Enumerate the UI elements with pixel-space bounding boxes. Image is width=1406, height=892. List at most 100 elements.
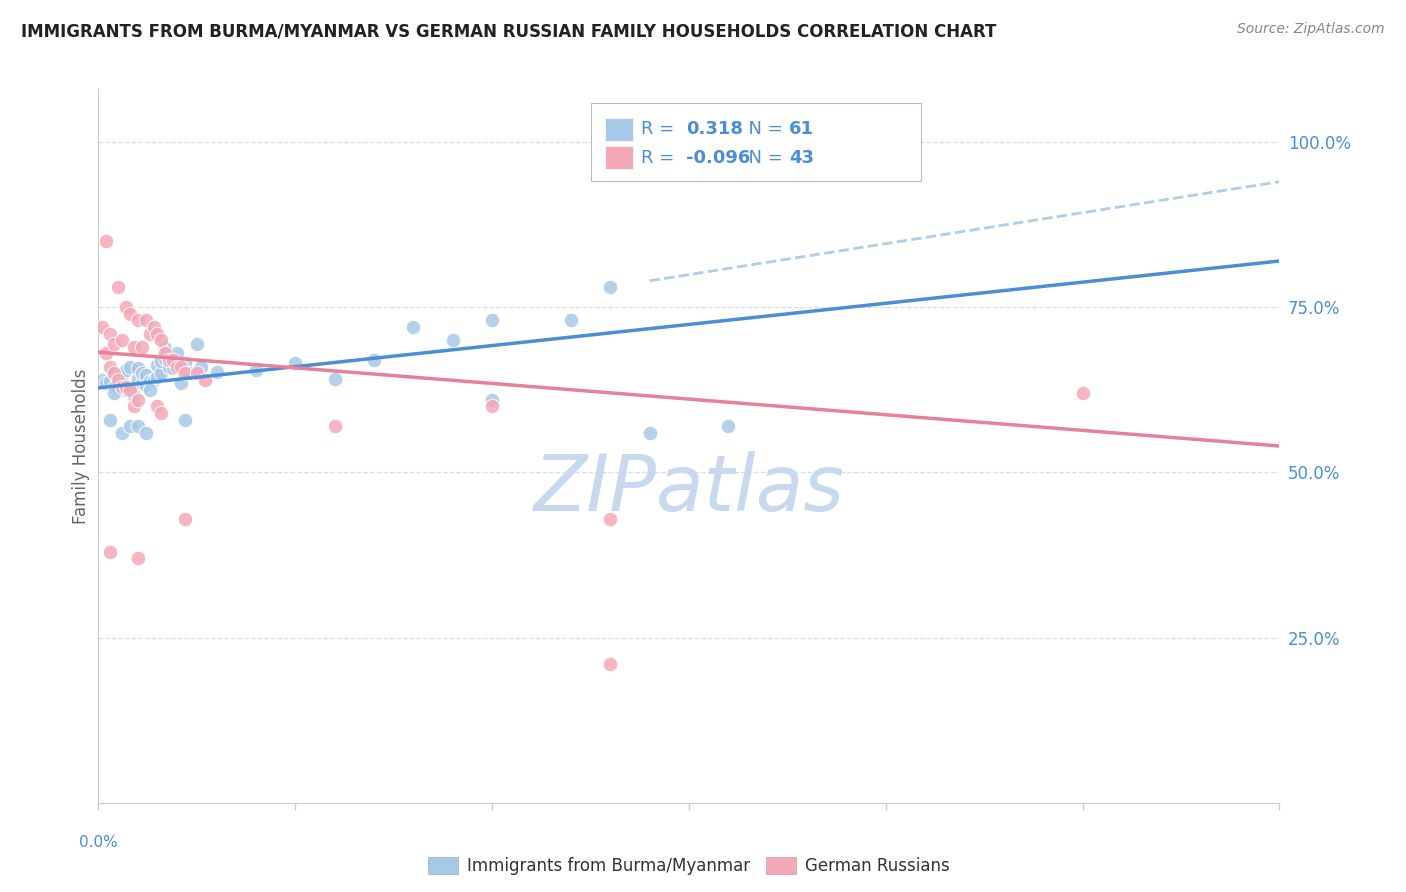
Point	[118, 419, 141, 434]
Point	[127, 313, 149, 327]
Point	[115, 379, 138, 393]
Point	[103, 367, 125, 381]
Point	[1071, 386, 1094, 401]
Point	[111, 378, 134, 392]
Point	[177, 367, 200, 381]
Text: 43: 43	[789, 149, 814, 167]
Point	[174, 367, 197, 381]
Point	[131, 340, 153, 354]
Point	[135, 313, 157, 327]
Point	[638, 425, 661, 440]
Point	[146, 326, 169, 341]
Point	[170, 376, 193, 391]
Point	[138, 383, 160, 397]
Y-axis label: Family Households: Family Households	[72, 368, 90, 524]
Text: N =: N =	[737, 149, 794, 167]
Point	[157, 353, 180, 368]
Point	[107, 381, 129, 395]
Point	[115, 363, 138, 377]
Point	[107, 280, 129, 294]
Point	[138, 326, 160, 341]
Point	[481, 392, 503, 407]
Point	[107, 369, 129, 384]
Point	[115, 383, 138, 397]
Point	[155, 346, 177, 360]
Point	[174, 412, 197, 426]
Point	[96, 376, 118, 391]
Point	[118, 359, 141, 374]
Text: N =: N =	[737, 120, 794, 138]
Point	[194, 373, 217, 387]
Point	[96, 234, 118, 248]
Text: ZIPatlas: ZIPatlas	[533, 450, 845, 527]
Text: R =: R =	[641, 149, 681, 167]
Text: 0.0%: 0.0%	[79, 835, 118, 850]
Point	[135, 378, 157, 392]
Point	[284, 356, 307, 370]
Point	[98, 412, 121, 426]
Point	[323, 419, 346, 434]
Point	[118, 307, 141, 321]
Point	[135, 425, 157, 440]
Point	[118, 383, 141, 397]
Point	[131, 367, 153, 381]
Point	[155, 341, 177, 355]
Point	[481, 313, 503, 327]
Point	[142, 320, 165, 334]
Point	[127, 551, 149, 566]
Point	[162, 353, 184, 368]
Point	[135, 368, 157, 382]
Text: 0.318: 0.318	[686, 120, 744, 138]
Point	[481, 400, 503, 414]
Point	[115, 300, 138, 314]
Point	[162, 361, 184, 376]
Point	[162, 353, 184, 368]
Point	[91, 320, 114, 334]
Point	[150, 406, 173, 420]
Point	[91, 373, 114, 387]
Point	[205, 365, 228, 379]
Point	[103, 386, 125, 401]
Point	[131, 376, 153, 391]
Point	[174, 511, 197, 525]
Point	[323, 371, 346, 385]
Point	[111, 379, 134, 393]
Point	[98, 545, 121, 559]
Point	[150, 333, 173, 347]
Point	[157, 359, 180, 374]
Point	[170, 359, 193, 374]
Point	[98, 374, 121, 388]
Point	[150, 367, 173, 381]
Text: R =: R =	[641, 120, 686, 138]
Point	[107, 373, 129, 387]
Point	[166, 346, 188, 360]
Point	[138, 374, 160, 388]
Point	[118, 379, 141, 393]
Point	[599, 280, 621, 294]
Text: -0.096: -0.096	[686, 149, 751, 167]
Point	[157, 350, 180, 364]
Point	[599, 511, 621, 525]
Point	[111, 333, 134, 347]
Point	[103, 379, 125, 393]
Point	[111, 368, 134, 382]
Point	[98, 326, 121, 341]
Point	[186, 367, 208, 381]
Point	[146, 359, 169, 373]
Point	[96, 346, 118, 360]
Point	[146, 400, 169, 414]
Point	[122, 340, 145, 354]
Point	[127, 361, 149, 376]
Point	[142, 373, 165, 387]
Point	[111, 425, 134, 440]
Point	[98, 359, 121, 374]
Point	[122, 389, 145, 403]
Point	[174, 356, 197, 370]
Point	[127, 371, 149, 385]
Point	[245, 363, 267, 377]
Point	[150, 354, 173, 368]
Text: Source: ZipAtlas.com: Source: ZipAtlas.com	[1237, 22, 1385, 37]
Legend: Immigrants from Burma/Myanmar, German Russians: Immigrants from Burma/Myanmar, German Ru…	[422, 850, 956, 882]
Point	[166, 354, 188, 368]
Point	[127, 419, 149, 434]
